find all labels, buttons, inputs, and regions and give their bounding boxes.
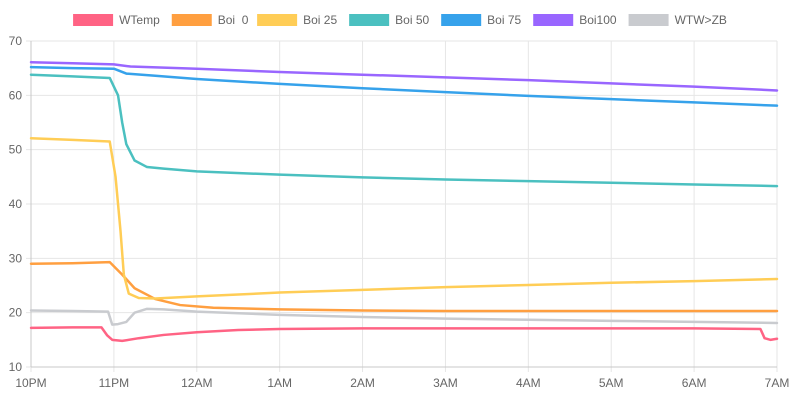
legend-item-boi100[interactable]: Boi100 xyxy=(533,13,617,27)
grid xyxy=(26,40,778,372)
x-tick-label: 10PM xyxy=(15,376,46,390)
x-tick-label: 7AM xyxy=(765,376,790,390)
legend-label: WTemp xyxy=(119,13,160,27)
legend-swatch xyxy=(533,14,574,26)
series-line-boi-50 xyxy=(29,73,779,188)
series-lines xyxy=(29,60,779,343)
legend-item-boi-0[interactable]: Boi 0 xyxy=(171,13,249,27)
legend-item-wtemp[interactable]: WTemp xyxy=(73,13,160,27)
legend-item-boi-75[interactable]: Boi 75 xyxy=(441,13,522,27)
legend-label: Boi 25 xyxy=(303,13,337,27)
legend-swatch xyxy=(257,14,298,26)
series-line-boi-0 xyxy=(29,260,779,313)
series-line-wtemp xyxy=(29,326,779,343)
legend-swatch xyxy=(628,14,669,26)
x-tick-label: 6AM xyxy=(682,376,707,390)
x-tick-label: 12AM xyxy=(181,376,212,390)
y-tick-label: 40 xyxy=(9,197,23,211)
legend-item-boi-25[interactable]: Boi 25 xyxy=(257,13,337,27)
legend-label: WTW>ZB xyxy=(675,13,727,27)
y-tick-label: 50 xyxy=(9,143,23,157)
y-tick-label: 30 xyxy=(9,251,23,265)
x-tick-label: 5AM xyxy=(599,376,624,390)
legend-swatch xyxy=(73,14,114,26)
legend-swatch xyxy=(441,14,482,26)
x-tick-label: 2AM xyxy=(350,376,375,390)
y-tick-label: 10 xyxy=(9,360,23,374)
legend-label: Boi100 xyxy=(579,13,617,27)
x-tick-label: 1AM xyxy=(267,376,292,390)
legend-label: Boi 0 xyxy=(218,13,249,27)
legend-swatch xyxy=(349,14,390,26)
y-tick-label: 20 xyxy=(9,306,23,320)
legend: WTemp Boi 0 Boi 25 Boi 50 Boi 75 Boi100 WTW>ZB xyxy=(73,13,727,27)
legend-swatch xyxy=(171,14,212,26)
legend-label: Boi 75 xyxy=(487,13,521,27)
series-line-boi-75 xyxy=(29,65,779,107)
x-tick-label: 11PM xyxy=(99,376,129,390)
x-tick-label: 3AM xyxy=(433,376,458,390)
x-tick-label: 4AM xyxy=(516,376,541,390)
legend-label: Boi 50 xyxy=(395,13,429,27)
series-line-boi-25 xyxy=(29,137,779,300)
y-tick-label: 70 xyxy=(9,34,23,48)
legend-item-wtw-zb[interactable]: WTW>ZB xyxy=(628,13,727,27)
legend-item-boi-50[interactable]: Boi 50 xyxy=(349,13,430,27)
series-line-wtw-zb xyxy=(29,307,779,326)
axes: 10 20 30 40 50 60 70 10PM 11PM 12AM 1AM 2AM 3AM 4AM 5A… xyxy=(9,34,790,390)
series-line-boi100 xyxy=(29,60,779,92)
y-tick-label: 60 xyxy=(9,88,23,102)
